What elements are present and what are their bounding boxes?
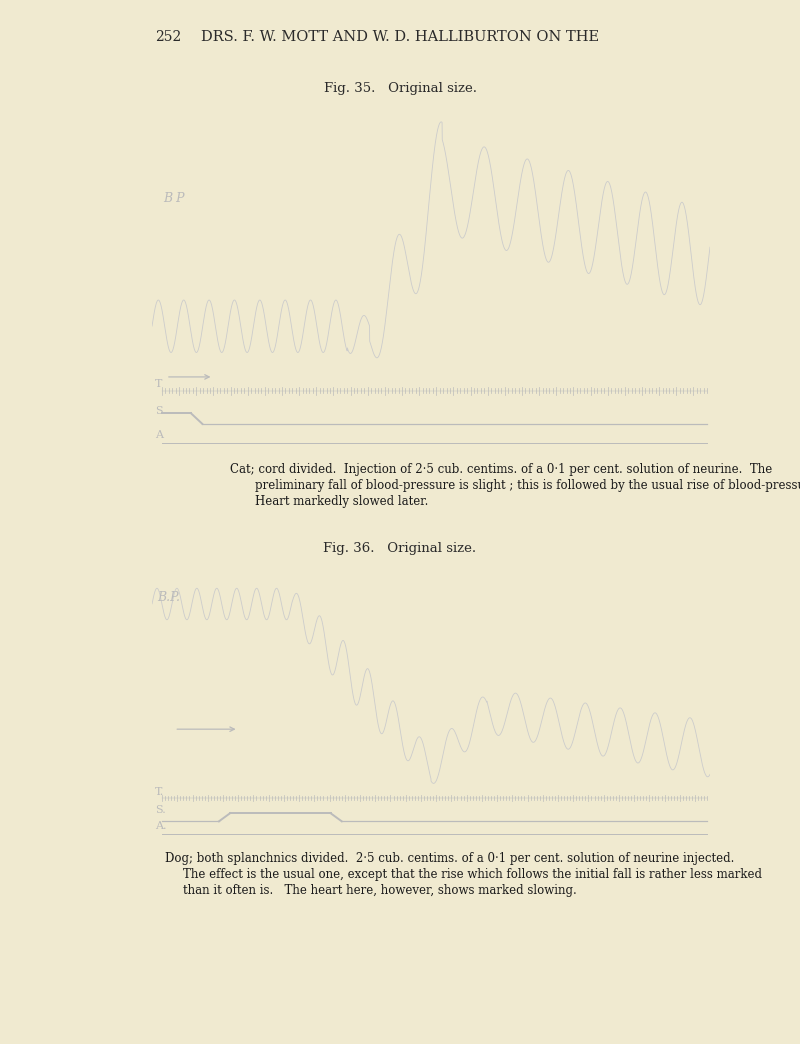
Text: B.P.: B.P. xyxy=(158,591,181,604)
Text: DRS. F. W. MOTT AND W. D. HALLIBURTON ON THE: DRS. F. W. MOTT AND W. D. HALLIBURTON ON… xyxy=(201,30,599,44)
Text: The effect is the usual one, except that the rise which follows the initial fall: The effect is the usual one, except that… xyxy=(183,868,762,881)
Text: A.: A. xyxy=(154,822,166,831)
Text: B P: B P xyxy=(163,192,185,206)
Text: 252: 252 xyxy=(155,30,182,44)
Text: Cat; cord divided.  Injection of 2·5 cub. centims. of a 0·1 per cent. solution o: Cat; cord divided. Injection of 2·5 cub.… xyxy=(230,462,772,476)
Text: Heart markedly slowed later.: Heart markedly slowed later. xyxy=(255,495,428,508)
Text: Fig. 36.   Original size.: Fig. 36. Original size. xyxy=(323,542,477,555)
Text: than it often is.   The heart here, however, shows marked slowing.: than it often is. The heart here, howeve… xyxy=(183,884,577,897)
Text: S.: S. xyxy=(154,805,166,815)
Text: A: A xyxy=(154,430,162,441)
Text: S: S xyxy=(154,406,162,417)
Text: Dog; both splanchnics divided.  2·5 cub. centims. of a 0·1 per cent. solution of: Dog; both splanchnics divided. 2·5 cub. … xyxy=(165,852,734,865)
Text: preliminary fall of blood-pressure is slight ; this is followed by the usual ris: preliminary fall of blood-pressure is sl… xyxy=(255,479,800,492)
Text: T: T xyxy=(154,379,162,389)
Text: Fig. 35.   Original size.: Fig. 35. Original size. xyxy=(323,82,477,95)
Text: T.: T. xyxy=(154,787,164,797)
